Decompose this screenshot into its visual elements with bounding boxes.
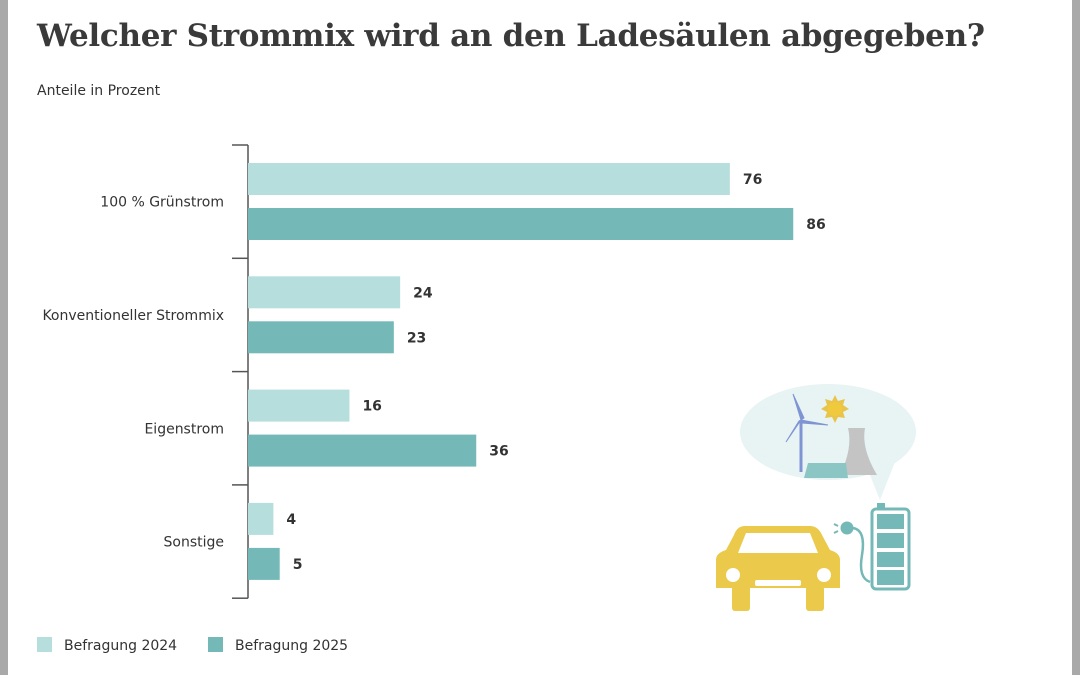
category-label: Konventioneller Strommix — [42, 308, 224, 324]
illustration — [716, 384, 916, 611]
bar — [248, 389, 350, 422]
chart-subtitle: Anteile in Prozent — [37, 83, 161, 99]
legend-swatch — [37, 637, 52, 652]
data-label: 5 — [293, 557, 303, 573]
bar — [248, 208, 794, 240]
bars: 76 86 24 23 16 36 4 5 — [248, 163, 826, 580]
legend: Befragung 2024 Befragung 2025 — [37, 637, 348, 654]
data-label: 86 — [806, 217, 825, 233]
speech-bubble — [740, 384, 916, 480]
legend-swatch — [208, 637, 223, 652]
data-label: 16 — [362, 399, 381, 415]
chart-title: Welcher Strommix wird an den Ladesäulen … — [37, 18, 985, 54]
data-label: 23 — [407, 330, 426, 346]
legend-label: Befragung 2025 — [235, 638, 348, 654]
cooling-tower-icon — [840, 428, 877, 475]
bar — [248, 163, 730, 195]
plug-icon — [833, 521, 871, 584]
category-label: 100 % Grünstrom — [100, 195, 224, 211]
bar — [248, 434, 477, 467]
category-label: Eigenstrom — [144, 421, 224, 437]
data-label: 76 — [743, 172, 762, 188]
bar — [248, 547, 280, 580]
legend-label: Befragung 2024 — [64, 638, 177, 654]
solar-panel-icon — [804, 463, 848, 478]
bar — [248, 276, 401, 309]
data-label: 4 — [286, 512, 296, 528]
wind-turbine-icon — [785, 393, 829, 472]
data-label: 36 — [489, 444, 508, 460]
bar — [248, 321, 394, 354]
data-label: 24 — [413, 285, 433, 301]
car-icon — [716, 526, 840, 611]
category-label: Sonstige — [164, 535, 225, 551]
category-axis: 100 % Grünstrom Konventioneller Strommix E… — [42, 144, 249, 599]
sun-icon — [821, 395, 849, 423]
battery-icon — [870, 503, 911, 591]
bar — [248, 502, 274, 535]
chart-card: Welcher Strommix wird an den Ladesäulen … — [8, 0, 1072, 675]
